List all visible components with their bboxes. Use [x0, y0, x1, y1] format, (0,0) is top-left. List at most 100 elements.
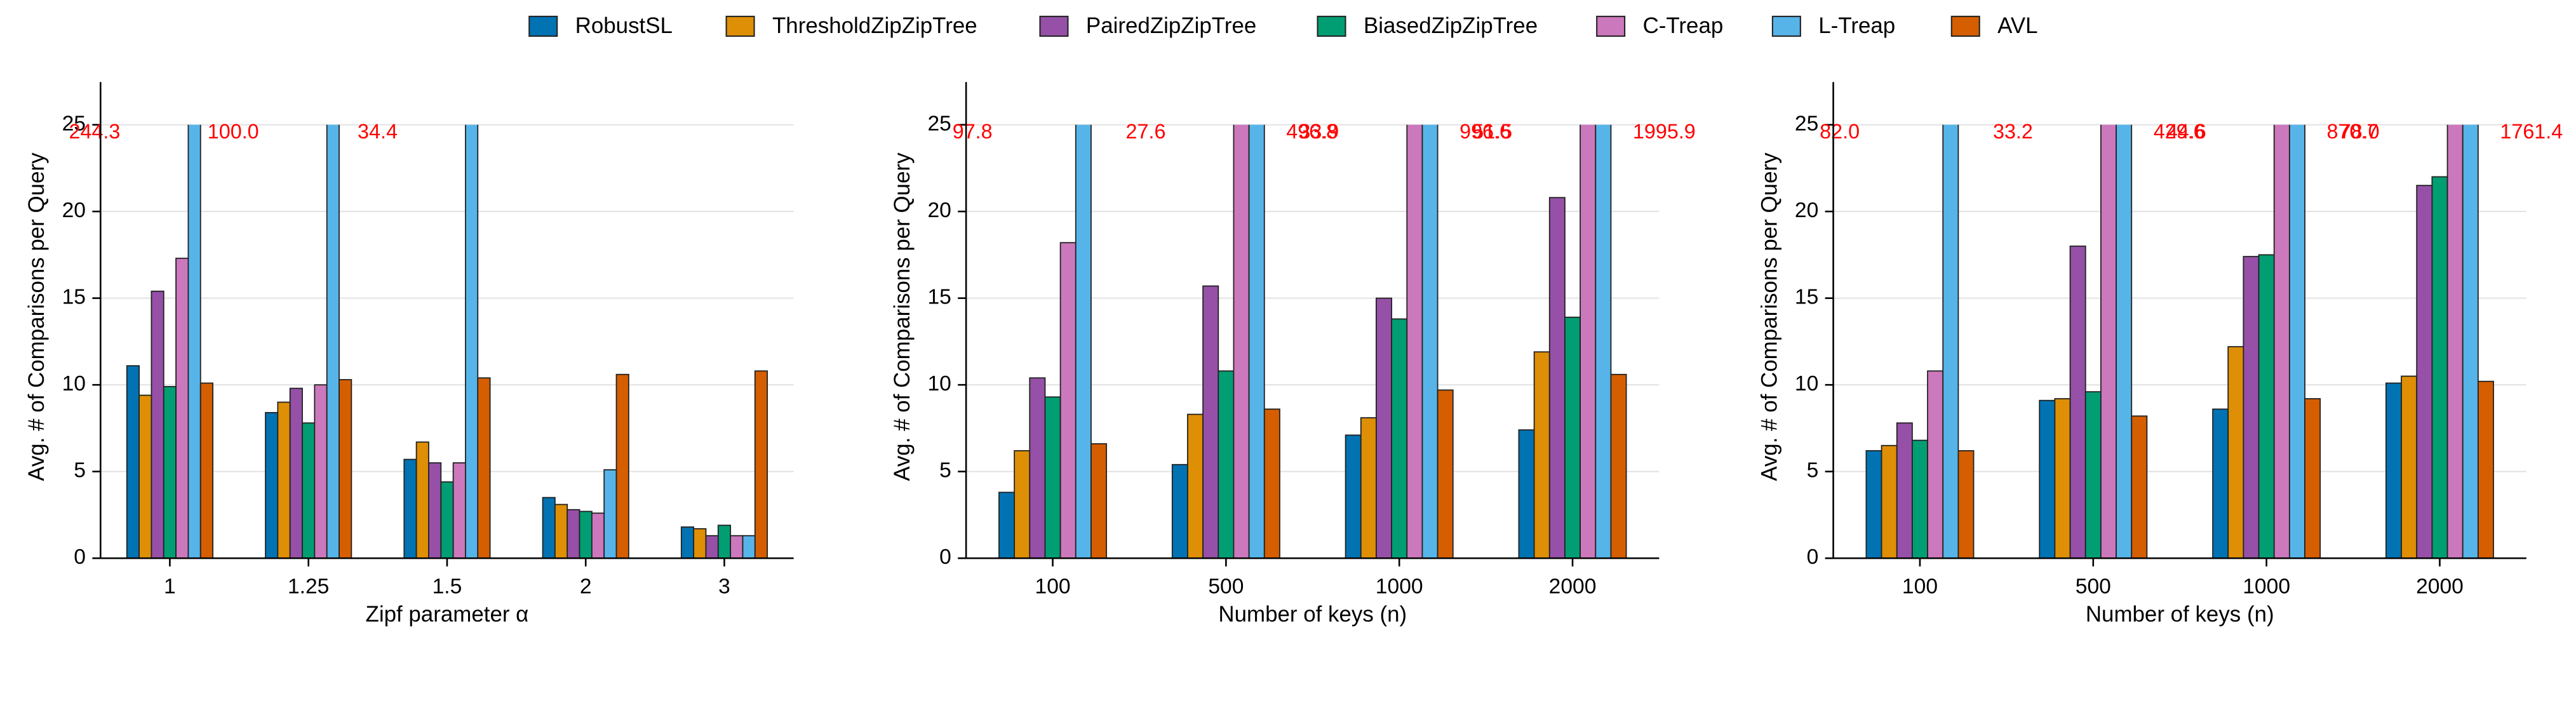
bar — [1580, 124, 1597, 559]
y-tick-label: 5 — [74, 459, 86, 483]
x-tick-label: 500 — [1208, 575, 1244, 599]
bar — [1233, 124, 1250, 559]
bar — [1044, 396, 1061, 559]
bar — [1218, 370, 1235, 559]
bar — [2288, 124, 2305, 559]
chart-panel: 0 5 10 15 20 25 100 82.0 500 33.2 429.6 1000 44.6 870… — [1757, 82, 2563, 627]
legend-label: PairedZipZipTree — [1086, 13, 1256, 38]
x-tick-label: 1 — [164, 575, 176, 599]
bar — [2431, 176, 2448, 559]
legend-label: L-Treap — [1818, 13, 1895, 38]
legend-swatch — [1596, 15, 1626, 37]
bar — [1376, 297, 1393, 559]
legend-swatch — [1950, 15, 1980, 37]
bars — [126, 124, 768, 559]
bar — [1090, 443, 1108, 559]
bar — [1421, 124, 1439, 559]
bar — [1610, 373, 1627, 559]
y-tick-label: 20 — [62, 199, 86, 222]
legend-label: BiasedZipZipTree — [1364, 13, 1538, 38]
y-tick-label: 0 — [939, 545, 951, 569]
value-label: 33.2 — [1993, 120, 2033, 143]
bar — [1202, 285, 1219, 559]
legend-label: ThresholdZipZipTree — [772, 13, 977, 38]
value-label: 100.0 — [208, 120, 259, 143]
bar — [1029, 377, 1046, 559]
bar — [742, 535, 756, 559]
value-label: 1995.9 — [1633, 120, 1696, 143]
bar — [2227, 346, 2244, 559]
x-tick-label: 1.5 — [433, 575, 462, 599]
bar — [1263, 408, 1280, 559]
y-axis-label: Avg. # of Comparisons per Query — [890, 152, 915, 481]
bar — [326, 124, 340, 559]
bar — [138, 394, 152, 559]
bar — [1896, 422, 1913, 559]
x-tick-label: 1000 — [2243, 575, 2290, 599]
bar — [1865, 450, 1882, 559]
y-tick-label: 10 — [62, 372, 86, 396]
bar — [1911, 439, 1928, 559]
legend-label: AVL — [1997, 13, 2037, 38]
x-tick-label: 2000 — [1549, 575, 1597, 599]
bar — [1518, 429, 1535, 559]
bar — [2477, 380, 2494, 559]
bar — [1533, 351, 1550, 559]
bar — [680, 526, 695, 559]
bars — [998, 124, 1627, 559]
x-tick-label: 500 — [2076, 575, 2111, 599]
bar — [175, 257, 189, 559]
y-tick-label: 20 — [927, 199, 951, 222]
bar — [339, 379, 352, 559]
bar — [465, 124, 479, 559]
bar — [1548, 197, 1566, 559]
y-tick-label: 15 — [927, 286, 951, 309]
value-label: 51.5 — [1472, 120, 1512, 143]
bar — [2116, 124, 2133, 559]
bar — [440, 481, 454, 559]
value-label: 82.0 — [1820, 120, 1860, 143]
bar — [591, 512, 605, 559]
bar — [1881, 444, 1898, 559]
y-tick-label: 10 — [927, 372, 951, 396]
y-tick-label: 15 — [62, 286, 86, 309]
bar — [314, 384, 328, 559]
bar — [2273, 124, 2290, 559]
bar — [1437, 389, 1454, 559]
legend-swatch — [725, 15, 755, 37]
legend-swatch — [1039, 15, 1069, 37]
bar — [1564, 316, 1581, 559]
bar — [2304, 398, 2321, 559]
value-label: 44.6 — [2166, 120, 2206, 143]
bar — [277, 401, 291, 559]
bar — [302, 422, 316, 559]
x-tick-label: 2 — [580, 575, 592, 599]
x-axis-label: Zipf parameter α — [366, 602, 529, 627]
bar — [2385, 382, 2402, 559]
bar — [2100, 124, 2117, 559]
value-label: 996.6 — [1459, 120, 1511, 143]
legend-swatch — [1771, 15, 1801, 37]
bar — [730, 535, 744, 559]
bar — [1014, 450, 1031, 559]
bar — [603, 469, 617, 559]
bar — [151, 290, 164, 559]
bar — [2243, 256, 2260, 559]
bar — [1075, 124, 1092, 559]
value-label: 1761.4 — [2500, 120, 2563, 143]
chart-panel: 0 5 10 15 20 25 100 97.8 500 27.6 496.8 1000 33.9 996… — [890, 82, 1696, 627]
x-axis-label: Number of keys (n) — [2086, 602, 2274, 627]
bar — [717, 524, 732, 559]
bar — [2462, 124, 2479, 559]
bar — [2084, 391, 2102, 559]
value-label: 97.8 — [953, 120, 993, 143]
bar — [754, 370, 768, 559]
value-label: 34.4 — [358, 120, 398, 143]
bar — [1171, 463, 1188, 559]
value-label: 429.6 — [2154, 120, 2205, 143]
legend-swatch — [1317, 15, 1346, 37]
bar — [187, 124, 201, 559]
bar — [265, 411, 279, 559]
bar — [452, 462, 466, 559]
